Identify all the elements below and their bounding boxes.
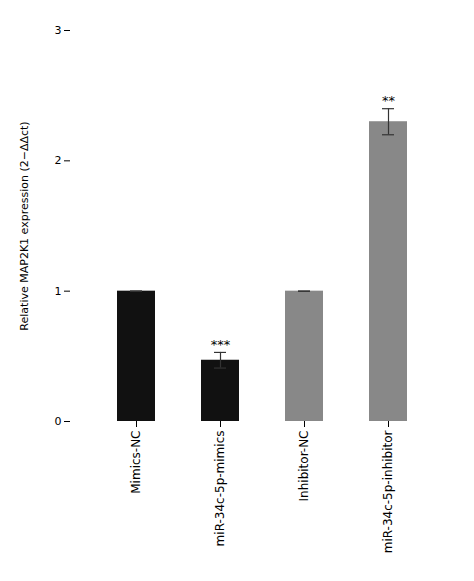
svg-text:Relative MAP2K1 expression (2−: Relative MAP2K1 expression (2−ΔΔct) [18, 121, 31, 330]
svg-text:miR-34c-5p-inhibitor: miR-34c-5p-inhibitor [381, 430, 395, 553]
svg-text:2: 2 [55, 154, 62, 167]
svg-text:3: 3 [55, 24, 62, 37]
svg-text:Mimics-NC: Mimics-NC [129, 431, 143, 494]
svg-text:miR-34c-5p-mimics: miR-34c-5p-mimics [213, 431, 227, 547]
svg-text:Inhibitor-NC: Inhibitor-NC [297, 431, 311, 502]
svg-text:***: *** [211, 337, 231, 352]
svg-text:**: ** [382, 93, 396, 108]
svg-text:0: 0 [55, 415, 62, 428]
svg-text:1: 1 [55, 285, 62, 298]
